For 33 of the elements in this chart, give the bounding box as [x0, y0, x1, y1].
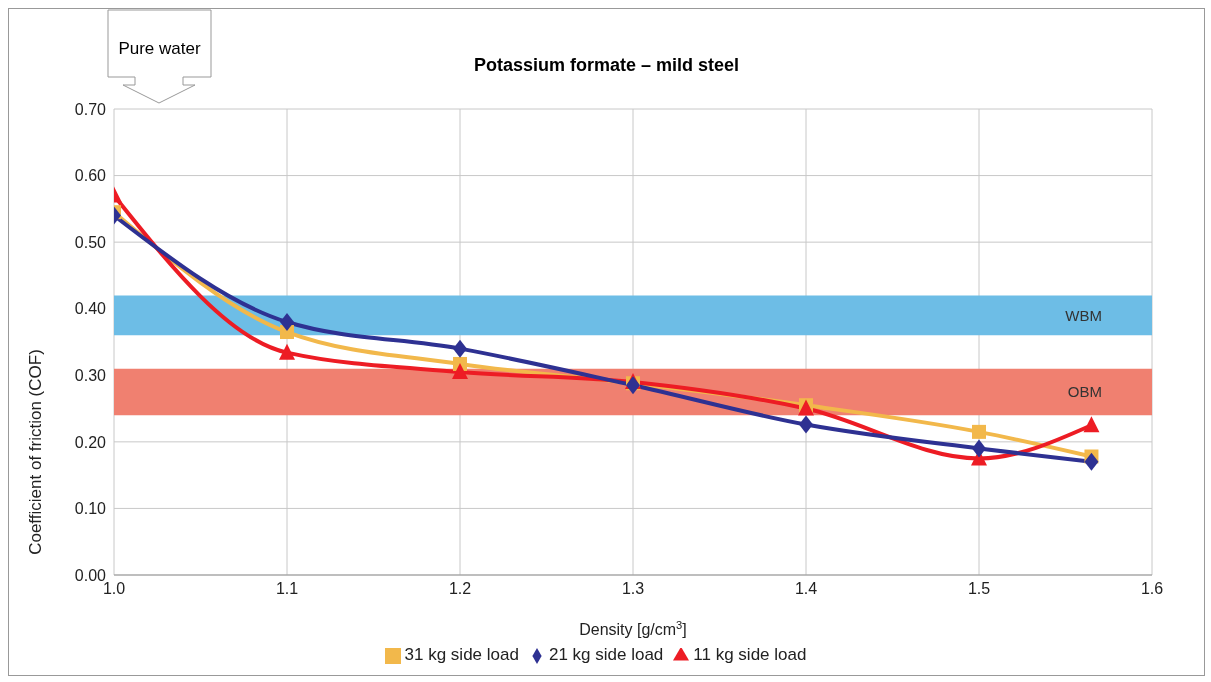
point: [452, 362, 468, 379]
y-tick-label: 0.10: [74, 500, 107, 518]
x-tick-label: 1.5: [967, 580, 991, 598]
point: [972, 424, 986, 439]
y-tick-label: 0.40: [74, 300, 107, 318]
band-label: WBM: [1065, 306, 1102, 324]
y-tick-label: 0.30: [74, 366, 107, 384]
point: [453, 339, 467, 358]
band-label: OBM: [1067, 383, 1102, 401]
x-tick-label: 1.4: [794, 580, 818, 598]
y-tick-label: 0.50: [74, 233, 107, 251]
text: Pure water: [117, 39, 202, 59]
y-tick-label: 0.20: [74, 433, 107, 451]
point: [1084, 452, 1099, 471]
chart-title: Potassium formate – mild steel: [473, 55, 740, 75]
x-tick-label: 1.3: [621, 580, 645, 598]
x-tick-label: 1.1: [275, 580, 299, 598]
legend-label: 11 kg side load: [693, 645, 807, 664]
point: [799, 415, 813, 434]
x-tick-label: 1.0: [102, 580, 126, 598]
legend-label: 21 kg side load: [548, 645, 664, 664]
y-axis-title: Coefficient of friction (COF): [26, 349, 46, 555]
x-axis-title: Density [g/cm$^{3}$]: [579, 619, 687, 638]
point: [972, 439, 986, 458]
y-tick-label: 0.70: [74, 100, 107, 118]
point: [1083, 416, 1100, 433]
x-tick-label: 1.2: [448, 580, 472, 598]
point: [280, 313, 294, 332]
y-tick-label: 0.60: [74, 167, 107, 185]
x-tick-label: 1.6: [1140, 580, 1164, 598]
point: [626, 376, 640, 395]
legend-label: 31 kg side load: [404, 645, 519, 664]
point: [279, 343, 295, 360]
